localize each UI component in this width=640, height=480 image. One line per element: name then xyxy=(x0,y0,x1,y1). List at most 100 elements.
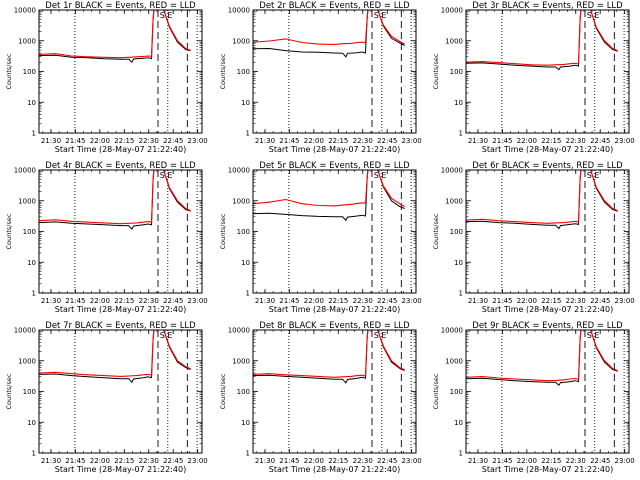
x-tick-label: 21:45 xyxy=(279,457,299,465)
x-tick-label: 22:30 xyxy=(353,137,373,145)
y-axis-label: Counts/sec xyxy=(432,373,440,409)
y-tick-label: 10 xyxy=(241,259,250,267)
x-tick-label: 22:45 xyxy=(163,457,183,465)
y-tick-label: 1 xyxy=(459,130,463,138)
x-tick-label: 22:00 xyxy=(90,297,110,305)
start-end-marker: S E xyxy=(160,331,173,340)
panel-frame xyxy=(252,9,417,134)
lld-series-line xyxy=(39,170,191,225)
y-tick-label: 10 xyxy=(241,419,250,427)
x-tick-label: 21:45 xyxy=(65,137,85,145)
y-axis-label: Counts/sec xyxy=(5,53,13,89)
x-tick-label: 23:00 xyxy=(188,137,208,145)
y-tick-label: 10000 xyxy=(441,327,463,335)
y-tick-label: 1000 xyxy=(18,357,36,365)
x-axis-label: Start Time (28-May-07 21:22:40) xyxy=(55,465,186,474)
panel-5: Det 5r BLACK = Events, RED = LLD Counts/s… xyxy=(219,161,422,314)
x-tick-label: 22:45 xyxy=(377,457,397,465)
x-tick-label: 22:00 xyxy=(90,457,110,465)
panel-2: Det 2r BLACK = Events, RED = LLD Counts/s… xyxy=(219,1,422,154)
panel-frame xyxy=(252,329,417,454)
x-tick-label: 23:00 xyxy=(402,137,422,145)
x-tick-label: 22:00 xyxy=(90,137,110,145)
x-tick-label: 22:30 xyxy=(566,137,586,145)
x-axis-label: Start Time (28-May-07 21:22:40) xyxy=(55,305,186,314)
lld-series-line xyxy=(466,170,618,224)
x-tick-label: 22:45 xyxy=(590,137,610,145)
x-tick-label: 22:15 xyxy=(328,457,348,465)
panel-title: Det 3r BLACK = Events, RED = LLD xyxy=(472,1,623,11)
lld-series-line xyxy=(466,330,618,382)
x-tick-label: 22:30 xyxy=(139,137,159,145)
y-tick-label: 10000 xyxy=(441,167,463,175)
x-tick-label: 22:30 xyxy=(353,297,373,305)
x-tick-label: 22:30 xyxy=(139,297,159,305)
x-axis-label: Start Time (28-May-07 21:22:40) xyxy=(269,465,400,474)
y-tick-label: 10 xyxy=(454,259,463,267)
y-axis-label: Counts/sec xyxy=(432,53,440,89)
x-tick-label: 23:00 xyxy=(188,297,208,305)
panel-3: Det 3r BLACK = Events, RED = LLD Counts/s… xyxy=(432,1,635,154)
y-tick-label: 10000 xyxy=(14,7,36,15)
start-end-marker: S E xyxy=(587,171,600,180)
y-tick-label: 100 xyxy=(450,388,463,396)
x-tick-label: 22:00 xyxy=(304,297,324,305)
y-tick-label: 10000 xyxy=(228,327,250,335)
panel-frame xyxy=(465,329,630,454)
y-tick-label: 1 xyxy=(32,450,36,458)
panel-title: Det 2r BLACK = Events, RED = LLD xyxy=(259,1,410,11)
y-tick-label: 1000 xyxy=(445,357,463,365)
y-tick-label: 10000 xyxy=(14,167,36,175)
y-tick-label: 1 xyxy=(246,290,250,298)
y-tick-label: 1 xyxy=(32,130,36,138)
x-tick-label: 22:45 xyxy=(163,297,183,305)
x-axis-label: Start Time (28-May-07 21:22:40) xyxy=(269,145,400,154)
panel-frame xyxy=(465,9,630,134)
y-tick-label: 1 xyxy=(246,450,250,458)
x-tick-label: 21:30 xyxy=(41,137,61,145)
panel-title: Det 6r BLACK = Events, RED = LLD xyxy=(472,161,623,171)
y-tick-label: 10000 xyxy=(14,327,36,335)
x-axis-label: Start Time (28-May-07 21:22:40) xyxy=(482,145,613,154)
x-axis-label: Start Time (28-May-07 21:22:40) xyxy=(269,305,400,314)
y-tick-label: 1000 xyxy=(445,197,463,205)
x-tick-label: 21:45 xyxy=(492,297,512,305)
y-tick-label: 1000 xyxy=(445,37,463,45)
y-tick-label: 1000 xyxy=(18,37,36,45)
x-tick-label: 21:30 xyxy=(41,457,61,465)
y-tick-label: 100 xyxy=(450,68,463,76)
x-tick-label: 21:30 xyxy=(41,297,61,305)
panel-title: Det 1r BLACK = Events, RED = LLD xyxy=(45,1,196,11)
y-tick-label: 100 xyxy=(237,68,250,76)
x-tick-label: 22:15 xyxy=(541,457,561,465)
panel-6: Det 6r BLACK = Events, RED = LLD Counts/s… xyxy=(432,161,635,314)
lld-series-line xyxy=(253,330,405,378)
x-tick-label: 22:15 xyxy=(114,457,134,465)
y-tick-label: 10000 xyxy=(228,167,250,175)
panel-9: Det 9r BLACK = Events, RED = LLD Counts/s… xyxy=(432,321,635,474)
x-tick-label: 22:15 xyxy=(541,137,561,145)
y-axis-label: Counts/sec xyxy=(219,53,227,89)
x-tick-label: 21:30 xyxy=(255,297,275,305)
start-end-marker: S E xyxy=(160,11,173,20)
x-tick-label: 21:45 xyxy=(492,137,512,145)
y-tick-label: 100 xyxy=(23,68,36,76)
x-tick-label: 21:45 xyxy=(279,297,299,305)
x-tick-label: 22:45 xyxy=(590,297,610,305)
y-tick-label: 1000 xyxy=(232,197,250,205)
x-tick-label: 23:00 xyxy=(615,457,635,465)
y-tick-label: 1000 xyxy=(232,37,250,45)
y-tick-label: 10 xyxy=(241,99,250,107)
y-axis-label: Counts/sec xyxy=(5,373,13,409)
y-tick-label: 1000 xyxy=(18,197,36,205)
x-tick-label: 23:00 xyxy=(615,137,635,145)
x-tick-label: 23:00 xyxy=(402,457,422,465)
y-tick-label: 100 xyxy=(237,388,250,396)
x-tick-label: 21:30 xyxy=(255,137,275,145)
y-axis-label: Counts/sec xyxy=(5,213,13,249)
y-tick-label: 1 xyxy=(246,130,250,138)
x-axis-label: Start Time (28-May-07 21:22:40) xyxy=(482,465,613,474)
x-tick-label: 22:45 xyxy=(377,297,397,305)
x-tick-label: 21:45 xyxy=(65,457,85,465)
